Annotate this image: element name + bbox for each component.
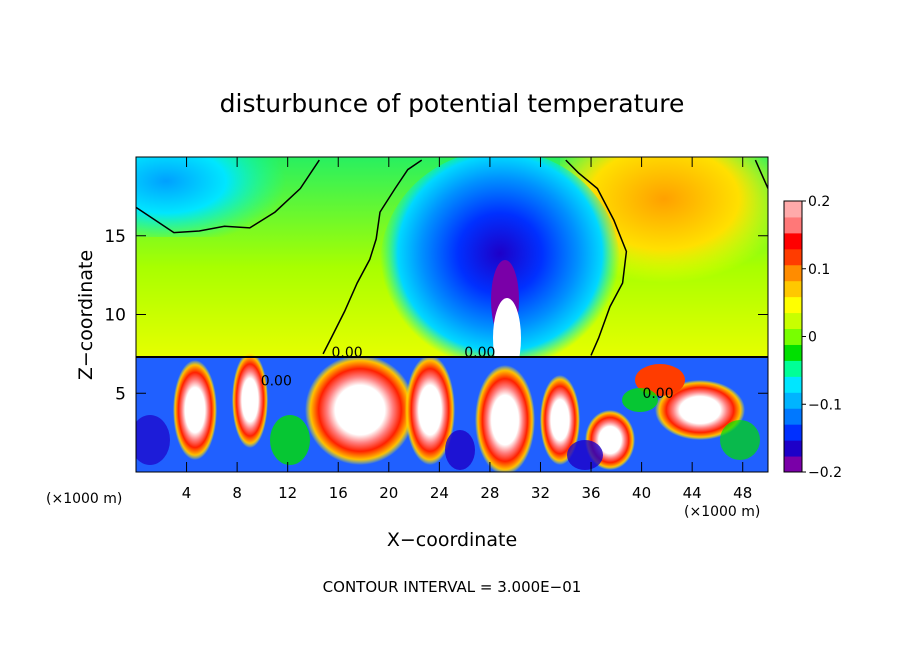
dark-blue-1: [136, 415, 170, 465]
colorbar-swatch-13: [784, 264, 802, 282]
x-tick-label-32: 32: [531, 484, 550, 502]
green-band-2: [622, 388, 658, 412]
contour-label-4: 0.00: [642, 386, 673, 402]
colorbar-tick-label-4: 0.1: [808, 262, 830, 278]
green-band-1: [270, 415, 310, 465]
field-upper-left-blue: [136, 157, 286, 237]
x-tick-label-16: 16: [329, 484, 348, 502]
x-tick-label-24: 24: [430, 484, 449, 502]
dark-blue-3: [567, 440, 603, 470]
x-tick-label-40: 40: [632, 484, 651, 502]
colorbar-swatch-8: [784, 344, 802, 361]
x-axis: 4 8 12 16 20 24 28 32 36 40 44 48: [182, 157, 752, 502]
plot-area: [136, 157, 768, 472]
x-unit-label-right: (×1000 m): [684, 504, 760, 520]
turbulent-structures: [136, 352, 760, 472]
y-tick-label-5: 5: [115, 384, 126, 404]
blob-1: [173, 360, 217, 460]
colorbar-swatch-12: [784, 280, 802, 298]
zero-contour-1: [136, 159, 320, 234]
blob-2: [232, 352, 268, 448]
x-axis-label: X−coordinate: [387, 529, 517, 551]
x-unit-label-left: (×1000 m): [46, 491, 122, 507]
y-axis-label: Z−coordinate: [75, 250, 97, 380]
colorbar-swatch-15: [784, 232, 802, 250]
colorbar-swatch-6: [784, 376, 802, 393]
colorbar-swatch-16: [784, 216, 802, 234]
colorbar-tick-label-2: −0.1: [808, 397, 842, 413]
colorbar-swatch-14: [784, 248, 802, 266]
colorbar-swatch-9: [784, 328, 802, 345]
x-tick-label-36: 36: [581, 484, 600, 502]
zero-contour-2: [322, 159, 423, 355]
contour-labels: 0.00 0.00 0.00 0.00: [261, 345, 674, 402]
blob-5: [475, 365, 535, 472]
colorbar: −0.2 −0.1 0 0.1 0.2: [783, 194, 842, 481]
colorbar-swatch-7: [784, 360, 802, 377]
colorbar-swatch-17: [784, 201, 802, 218]
colorbar-tick-label-3: 0: [808, 330, 817, 346]
x-tick-label-20: 20: [379, 484, 398, 502]
blob-4: [405, 355, 455, 465]
y-tick-label-15: 15: [104, 227, 126, 247]
y-tick-label-10: 10: [104, 306, 126, 326]
colorbar-tick-label-1: −0.2: [808, 465, 842, 481]
colorbar-swatch-5: [784, 392, 802, 409]
x-tick-label-4: 4: [182, 484, 192, 502]
blob-6: [540, 375, 580, 465]
dark-blue-2: [445, 430, 475, 470]
x-tick-label-28: 28: [480, 484, 499, 502]
blob-3: [305, 355, 415, 465]
x-tick-label-44: 44: [683, 484, 702, 502]
colorbar-swatch-2: [784, 440, 802, 457]
colorbar-swatch-3: [784, 424, 802, 441]
colorbar-swatch-11: [784, 296, 802, 314]
x-tick-label-8: 8: [232, 484, 242, 502]
chart-title: disturbunce of potential temperature: [220, 89, 685, 118]
blob-8: [655, 380, 745, 440]
contour-label-3: 0.00: [464, 345, 495, 361]
contour-label-1: 0.00: [332, 345, 363, 361]
zero-contour-4: [754, 159, 768, 189]
contour-label-2: 0.00: [261, 373, 292, 389]
zero-contours: [136, 159, 768, 356]
contour-interval-footer: CONTOUR INTERVAL = 3.000E−01: [323, 578, 582, 596]
green-band-3: [720, 420, 760, 460]
colorbar-swatch-10: [784, 312, 802, 330]
zero-contour-3: [565, 159, 628, 356]
colorbar-tick-label-5: 0.2: [808, 194, 830, 210]
x-tick-label-12: 12: [278, 484, 297, 502]
colorbar-swatch-1: [784, 456, 802, 473]
x-tick-label-48: 48: [733, 484, 752, 502]
y-axis: 5 10 15: [104, 227, 768, 404]
blob-9: [635, 364, 685, 396]
colorbar-swatch-4: [784, 408, 802, 425]
